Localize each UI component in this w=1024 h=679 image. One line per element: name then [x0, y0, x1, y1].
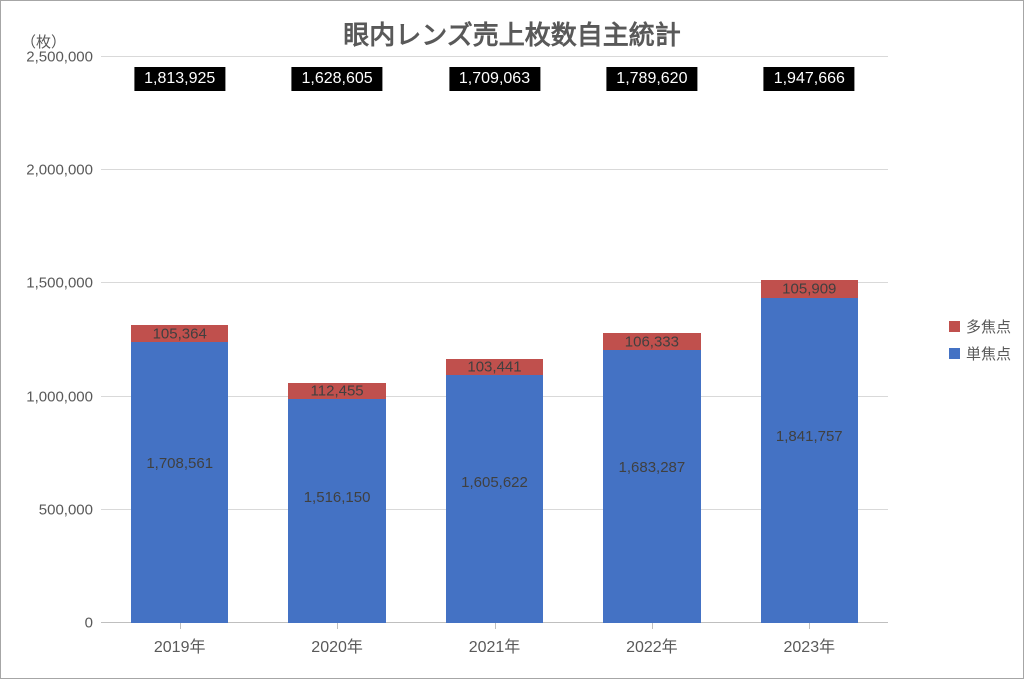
legend-swatch [949, 348, 960, 359]
y-tick-label: 2,000,000 [26, 162, 93, 179]
y-tick-label: 1,500,000 [26, 275, 93, 292]
bar-segment-multi: 103,441 [446, 359, 544, 375]
gridline [101, 56, 888, 57]
bar-segment-label: 1,841,757 [761, 428, 859, 445]
total-label: 1,628,605 [292, 67, 383, 91]
bar-group: 1,708,561 105,364 [131, 212, 229, 623]
bar-segment-single: 1,605,622 [446, 375, 544, 624]
bar-segment-label: 106,333 [603, 333, 701, 350]
bar-segment-single: 1,708,561 [131, 342, 229, 623]
total-label: 1,709,063 [449, 67, 540, 91]
x-tick-mark [495, 623, 496, 629]
legend-swatch [949, 321, 960, 332]
total-label: 1,789,620 [606, 67, 697, 91]
x-tick-label: 2021年 [469, 633, 521, 657]
bar-group: 1,516,150 112,455 [288, 254, 386, 623]
bar-segment-single: 1,516,150 [288, 399, 386, 623]
gridline [101, 169, 888, 170]
legend-item: 多焦点 [949, 316, 1011, 337]
bar-segment-multi: 105,364 [131, 325, 229, 342]
y-tick-label: 0 [85, 615, 93, 632]
chart-title: 眼内レンズ売上枚数自主統計 [1, 15, 1023, 52]
legend: 多焦点単焦点 [949, 310, 1011, 370]
y-tick-label: 2,500,000 [26, 49, 93, 66]
bar-segment-label: 105,909 [761, 280, 859, 297]
chart-container: 眼内レンズ売上枚数自主統計 （枚） 0500,0001,000,0001,500… [0, 0, 1024, 679]
bar-segment-label: 112,455 [288, 383, 386, 400]
total-label: 1,813,925 [134, 67, 225, 91]
legend-label: 単焦点 [966, 343, 1011, 364]
x-tick-label: 2023年 [783, 633, 835, 657]
x-tick-label: 2020年 [311, 633, 363, 657]
bar-segment-single: 1,841,757 [761, 298, 859, 623]
x-tick-label: 2019年 [154, 633, 206, 657]
x-tick-mark [652, 623, 653, 629]
bar-segment-label: 1,516,150 [288, 489, 386, 506]
legend-label: 多焦点 [966, 316, 1011, 337]
bar-segment-label: 103,441 [446, 358, 544, 375]
plot-area: 0500,0001,000,0001,500,0002,000,0002,500… [101, 57, 888, 623]
bar-group: 1,841,757 105,909 [761, 182, 859, 623]
bar-segment-label: 1,683,287 [603, 459, 701, 476]
bar-segment-multi: 106,333 [603, 333, 701, 350]
x-tick-mark [180, 623, 181, 629]
bar-segment-label: 1,708,561 [131, 455, 229, 472]
bar-segment-label: 105,364 [131, 325, 229, 342]
x-tick-mark [337, 623, 338, 629]
bar-group: 1,605,622 103,441 [446, 236, 544, 623]
bar-segment-single: 1,683,287 [603, 350, 701, 623]
bar-group: 1,683,287 106,333 [603, 218, 701, 623]
x-tick-mark [809, 623, 810, 629]
total-label: 1,947,666 [764, 67, 855, 91]
bar-segment-label: 1,605,622 [446, 474, 544, 491]
bar-segment-multi: 112,455 [288, 383, 386, 400]
x-tick-label: 2022年 [626, 633, 678, 657]
y-tick-label: 1,000,000 [26, 388, 93, 405]
y-tick-label: 500,000 [39, 501, 93, 518]
legend-item: 単焦点 [949, 343, 1011, 364]
bar-segment-multi: 105,909 [761, 280, 859, 299]
